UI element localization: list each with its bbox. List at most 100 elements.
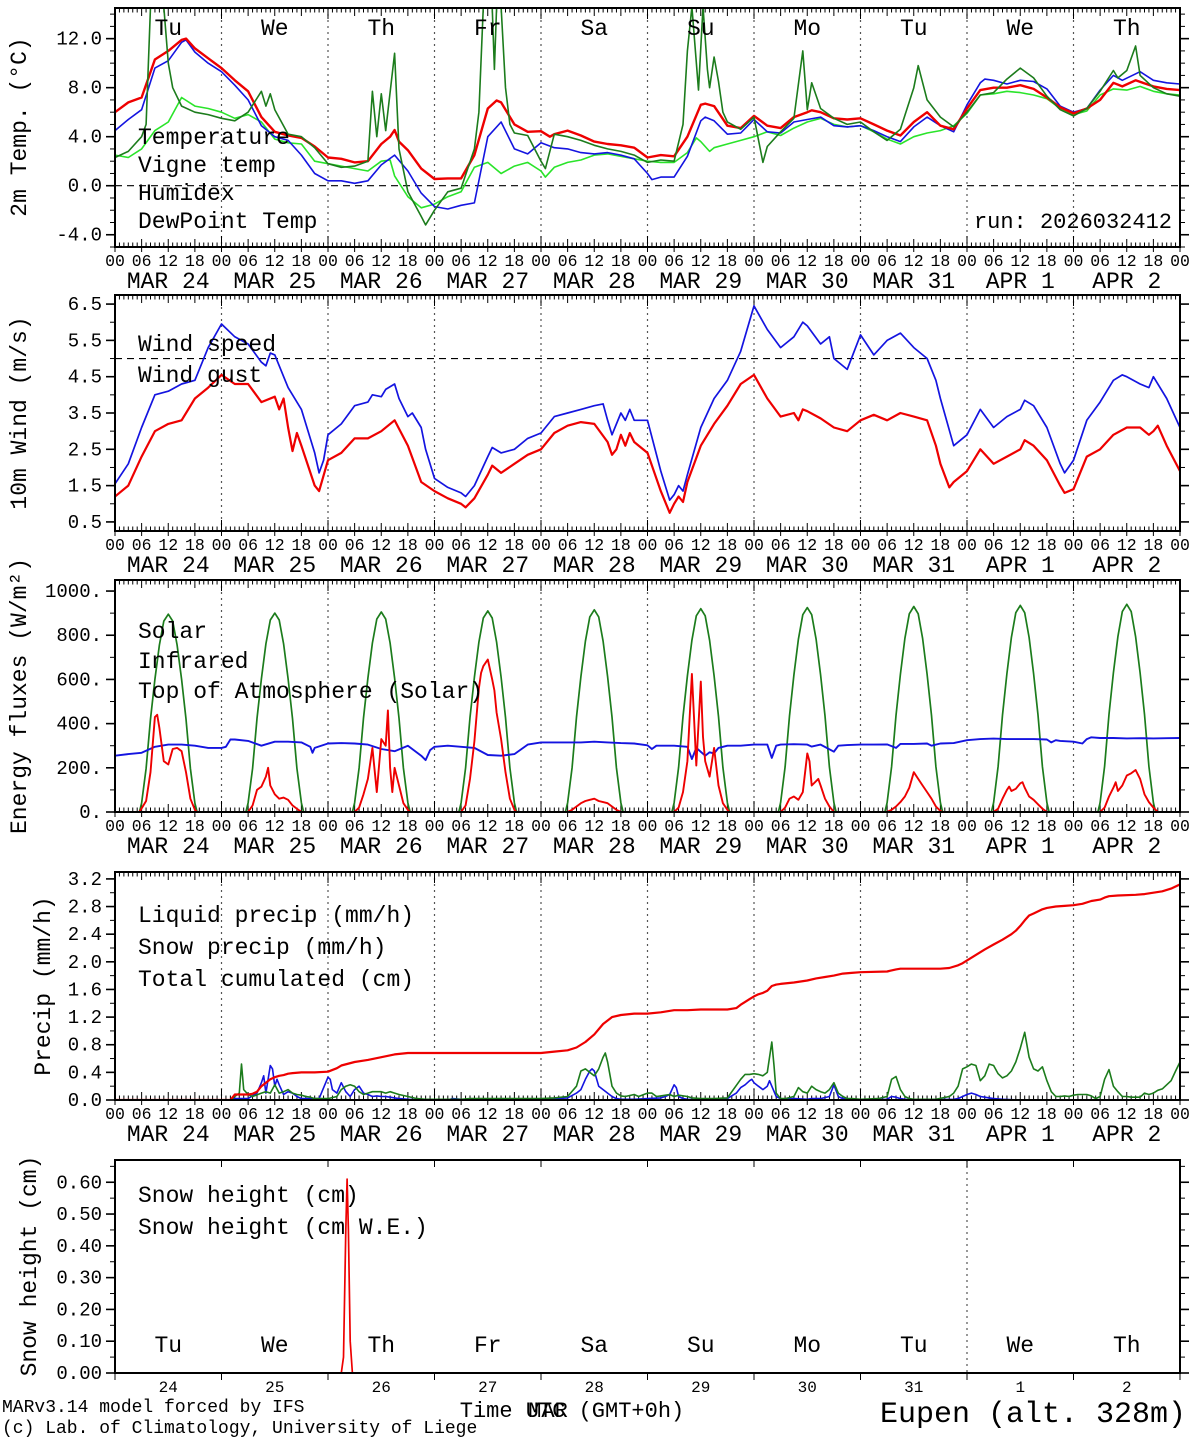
svg-text:06: 06 [345,252,365,271]
legend-top-of-atmosphere: Top of Atmosphere (Solar) [138,679,483,705]
svg-text:18: 18 [611,536,631,555]
legend-wind-gust: Wind gust [138,363,262,389]
svg-text:12: 12 [371,536,391,555]
svg-text:00: 00 [1170,817,1190,836]
svg-text:06: 06 [877,817,897,836]
svg-text:00: 00 [425,1105,445,1124]
svg-text:We: We [1006,1333,1034,1359]
svg-text:00: 00 [851,817,871,836]
svg-text:18: 18 [717,817,737,836]
station-label: Eupen (alt. 328m) [880,1398,1186,1432]
svg-text:18: 18 [930,1105,950,1124]
svg-text:12: 12 [904,536,924,555]
svg-text:MAR 26: MAR 26 [340,1122,423,1148]
legend-wind-speed: Wind speed [138,332,276,358]
svg-text:APR 2: APR 2 [1092,1122,1161,1148]
svg-text:APR 1: APR 1 [986,834,1055,860]
svg-text:Mo: Mo [793,16,821,42]
svg-text:12: 12 [797,252,817,271]
svg-text:MAR 29: MAR 29 [659,834,742,860]
svg-text:0.10: 0.10 [56,1331,102,1353]
svg-text:MAR 27: MAR 27 [446,553,529,579]
svg-text:18: 18 [824,252,844,271]
y-axis-label-energy: Energy fluxes (W/m²) [7,558,33,834]
svg-text:18: 18 [930,817,950,836]
legend-snow-height-we: Snow height (cm W.E.) [138,1215,428,1241]
svg-text:06: 06 [132,817,152,836]
svg-text:MAR 26: MAR 26 [340,834,423,860]
svg-text:18: 18 [717,1105,737,1124]
svg-text:06: 06 [877,252,897,271]
svg-text:MAR 28: MAR 28 [553,553,636,579]
svg-text:MAR 28: MAR 28 [553,1122,636,1148]
svg-text:06: 06 [771,817,791,836]
svg-text:00: 00 [957,1105,977,1124]
svg-text:00: 00 [318,1105,338,1124]
svg-text:Tu: Tu [154,1333,182,1359]
svg-text:18: 18 [824,536,844,555]
svg-text:00: 00 [957,252,977,271]
svg-text:MAR 29: MAR 29 [659,269,742,295]
svg-text:0.00: 0.00 [56,1363,102,1385]
svg-text:06: 06 [877,1105,897,1124]
svg-text:18: 18 [291,536,311,555]
svg-text:MAR 25: MAR 25 [233,553,316,579]
svg-text:APR 2: APR 2 [1092,834,1161,860]
svg-text:APR 1: APR 1 [986,1122,1055,1148]
svg-text:00: 00 [425,536,445,555]
svg-text:00: 00 [531,1105,551,1124]
svg-text:12: 12 [691,536,711,555]
panel-snow_height: 0.00 0.10 0.20 0.30 0.40 0.50 0.60 24 25 26 27 28 29… [56,1159,1189,1397]
svg-text:12: 12 [265,252,285,271]
svg-text:1.2: 1.2 [68,1007,102,1029]
svg-text:00: 00 [744,536,764,555]
svg-text:0.4: 0.4 [68,1062,102,1084]
credit-line-2: (c) Lab. of Climatology, University of L… [2,1419,477,1439]
svg-text:12: 12 [158,1105,178,1124]
svg-text:800.: 800. [56,625,102,647]
svg-text:We: We [1006,16,1034,42]
svg-text:MAR 30: MAR 30 [766,553,849,579]
svg-text:00: 00 [318,536,338,555]
svg-text:MAR 28: MAR 28 [553,834,636,860]
series-Vigne temp [115,8,1180,226]
svg-text:12: 12 [904,1105,924,1124]
svg-text:06: 06 [664,252,684,271]
svg-text:00: 00 [957,536,977,555]
svg-text:0.5: 0.5 [68,512,102,534]
svg-text:12: 12 [691,1105,711,1124]
svg-text:12: 12 [1117,536,1137,555]
svg-text:MAR 30: MAR 30 [766,834,849,860]
svg-text:MAR 31: MAR 31 [872,269,955,295]
svg-text:12: 12 [584,817,604,836]
svg-text:12: 12 [265,817,285,836]
svg-text:00: 00 [425,252,445,271]
svg-text:00: 00 [638,536,658,555]
svg-text:MAR 25: MAR 25 [233,1122,316,1148]
svg-text:1000.: 1000. [45,581,102,603]
svg-text:MAR 25: MAR 25 [233,834,316,860]
legend-vigne-temp: Vigne temp [138,153,276,179]
svg-text:0.0: 0.0 [68,1090,102,1112]
svg-text:00: 00 [638,817,658,836]
svg-text:18: 18 [930,536,950,555]
legend-infrared: Infrared [138,649,248,675]
svg-text:MAR 29: MAR 29 [659,1122,742,1148]
svg-text:12: 12 [797,1105,817,1124]
svg-text:400.: 400. [56,714,102,736]
svg-text:3.5: 3.5 [68,403,102,425]
svg-text:06: 06 [132,252,152,271]
svg-text:18: 18 [185,817,205,836]
svg-text:06: 06 [345,817,365,836]
svg-text:18: 18 [504,817,524,836]
svg-text:00: 00 [1064,252,1084,271]
svg-text:Sa: Sa [580,1333,608,1359]
svg-text:12: 12 [1010,252,1030,271]
svg-text:MAR 27: MAR 27 [446,1122,529,1148]
svg-text:18: 18 [611,252,631,271]
svg-text:06: 06 [771,252,791,271]
